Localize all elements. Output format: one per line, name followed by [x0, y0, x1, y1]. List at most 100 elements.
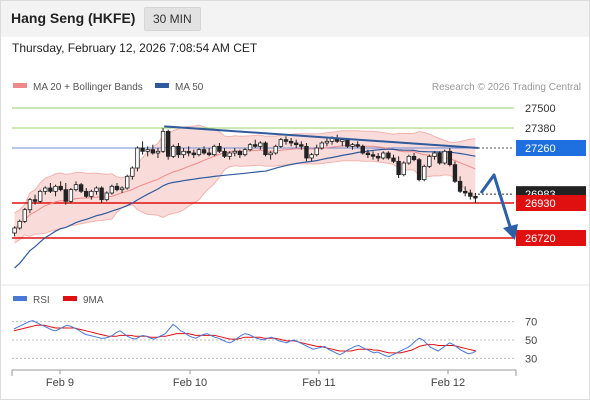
- candle-up: [247, 144, 253, 151]
- candle-down: [84, 190, 89, 197]
- rsi-legend-label: 9MA: [83, 295, 104, 306]
- chart-header: Hang Seng (HKFE) 30 MIN: [0, 0, 590, 37]
- candle-up: [94, 187, 99, 192]
- candle-up: [273, 145, 278, 154]
- level-27500-label: 27500: [525, 103, 556, 115]
- candle-down: [391, 157, 396, 162]
- x-tick-label: Feb 10: [173, 377, 207, 389]
- candle-down: [396, 160, 401, 176]
- x-tick-label: Feb 9: [46, 377, 74, 389]
- candle-up: [125, 175, 130, 189]
- candle-down: [201, 149, 207, 154]
- candle-up: [340, 139, 345, 142]
- candle-up: [53, 185, 58, 192]
- candle-up: [314, 147, 319, 156]
- candle-up: [350, 144, 355, 147]
- candle-down: [386, 152, 391, 159]
- price-levels: 275002738027260269832693026720: [12, 103, 586, 246]
- level-26930-badge: [516, 195, 586, 211]
- candle-up: [242, 149, 248, 156]
- candle-up: [381, 152, 386, 159]
- candle-up: [442, 150, 447, 164]
- candle-down: [150, 149, 156, 154]
- candle-down: [473, 195, 478, 199]
- candle-down: [114, 185, 120, 191]
- candle-up: [17, 220, 22, 229]
- instrument-title: Hang Seng (HKFE): [11, 10, 136, 26]
- candle-down: [375, 155, 381, 159]
- candle-down: [411, 155, 417, 161]
- legend-swatch: [13, 83, 27, 88]
- candle-down: [452, 164, 458, 182]
- candle-down: [186, 150, 191, 154]
- rsi-panel: RSI 9MA 70 50 30: [0, 284, 590, 365]
- candle-up: [406, 155, 412, 164]
- candle-down: [63, 189, 68, 202]
- candle-down: [217, 145, 222, 152]
- candle-down: [416, 159, 422, 181]
- candle-down: [237, 150, 243, 156]
- candle-up: [27, 199, 33, 211]
- level-26930-label: 26930: [525, 198, 556, 210]
- candle-up: [401, 162, 406, 176]
- candle-down: [457, 180, 463, 192]
- candle-up: [73, 184, 79, 191]
- candle-down: [462, 190, 468, 194]
- candle-up: [130, 167, 135, 177]
- candle-up: [268, 152, 273, 156]
- candle-up: [145, 149, 150, 152]
- resistance-trendline: [164, 125, 479, 149]
- candle-down: [99, 187, 104, 201]
- legend-swatch: [155, 83, 169, 88]
- candle-down: [165, 130, 171, 157]
- forecast-arrow-line: [479, 173, 514, 234]
- candle-down: [32, 199, 38, 202]
- candle-up: [181, 150, 186, 156]
- rsi-line: [13, 320, 477, 358]
- candle-up: [422, 165, 427, 181]
- legend-label: MA 50: [175, 82, 204, 93]
- candles: [12, 128, 478, 237]
- candle-up: [278, 139, 284, 147]
- candle-up: [12, 227, 17, 234]
- candle-down: [447, 150, 453, 166]
- candle-down: [222, 150, 227, 157]
- bollinger-band-area: [14, 125, 476, 243]
- candle-up: [258, 142, 263, 147]
- rsi-legend-swatch: [13, 296, 27, 301]
- candle-down: [294, 142, 299, 146]
- candle-down: [253, 144, 258, 147]
- candle-down: [176, 145, 181, 156]
- candle-down: [191, 152, 196, 156]
- level-27380-label: 27380: [525, 123, 556, 135]
- candle-up: [309, 154, 314, 159]
- candle-up: [135, 147, 140, 169]
- chart-legend: MA 20 + Bollinger Bands MA 50 Research © 2…: [13, 82, 581, 93]
- chart-datetime: Thursday, February 12, 2026 7:08:54 AM C…: [12, 41, 258, 55]
- legend-label: MA 20 + Bollinger Bands: [33, 82, 143, 93]
- rsi-level-label: 50: [525, 335, 537, 347]
- candle-up: [89, 190, 94, 197]
- candle-up: [232, 150, 237, 154]
- candle-up: [227, 152, 232, 157]
- ma50-line: [14, 148, 476, 269]
- timeframe-button[interactable]: 30 MIN: [144, 7, 201, 31]
- x-tick-label: Feb 12: [431, 377, 465, 389]
- candle-up: [109, 185, 115, 194]
- level-27260-badge: [516, 140, 586, 156]
- rsi-ma-line: [13, 324, 477, 354]
- x-axis: Feb 9 Feb 10 Feb 11 Feb 12: [11, 369, 517, 389]
- candle-up: [196, 149, 202, 156]
- forecast-arrow-head: [503, 224, 518, 240]
- candle-down: [299, 144, 304, 147]
- candle-up: [212, 145, 217, 156]
- candle-up: [324, 140, 330, 144]
- candle-down: [288, 140, 294, 144]
- candle-down: [283, 139, 289, 142]
- rsi-legend-swatch: [63, 296, 77, 301]
- candle-down: [304, 145, 309, 159]
- candle-up: [119, 187, 125, 191]
- candle-up: [22, 209, 28, 222]
- candle-down: [78, 184, 84, 192]
